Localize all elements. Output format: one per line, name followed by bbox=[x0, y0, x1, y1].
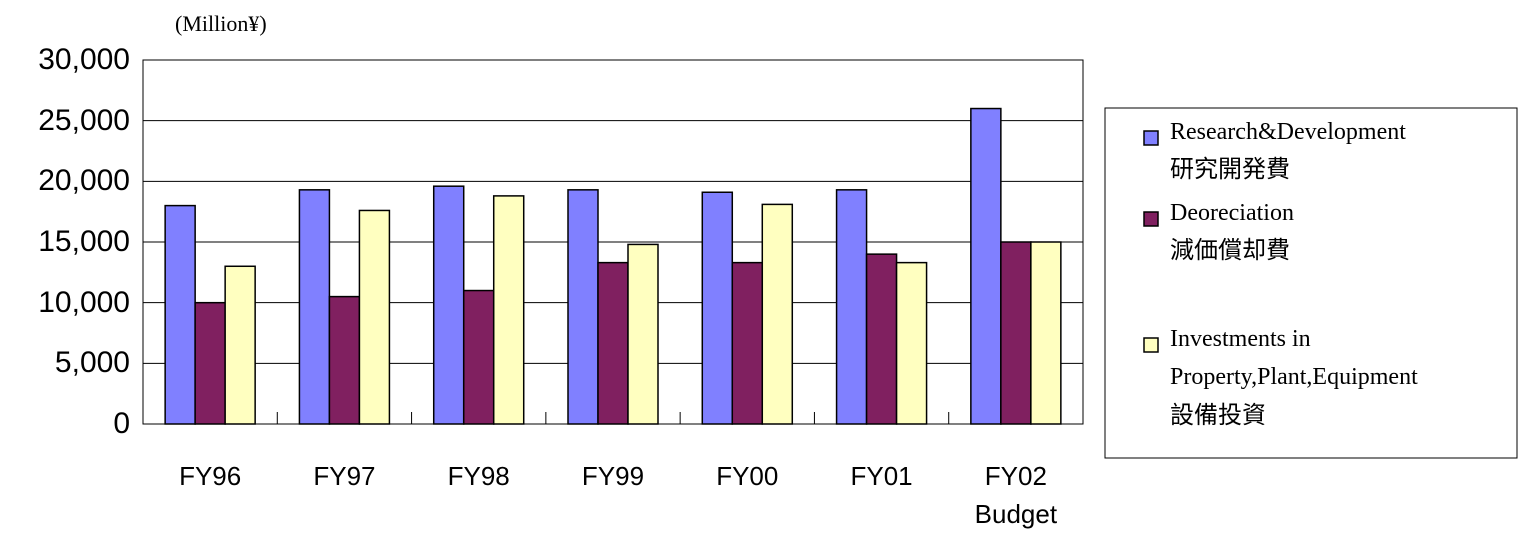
legend-label: Research&Development 研究開発費 bbox=[1170, 119, 1406, 184]
y-tick-label: 15,000 bbox=[38, 225, 130, 258]
bar bbox=[835, 189, 868, 425]
legend-swatch bbox=[1143, 337, 1159, 353]
bar bbox=[328, 295, 361, 425]
bar bbox=[194, 301, 226, 425]
y-tick-label: 10,000 bbox=[38, 285, 130, 319]
bar bbox=[432, 185, 465, 425]
y-tick-label: 30,000 bbox=[38, 43, 130, 76]
bar bbox=[970, 107, 1002, 425]
bar bbox=[224, 265, 256, 425]
x-tick-label: FY98 bbox=[447, 461, 510, 491]
x-tick-label: FY99 bbox=[581, 461, 645, 491]
legend-label: Deoreciation 減価償却費 bbox=[1170, 200, 1294, 265]
y-axis-label: (Million¥) bbox=[175, 11, 267, 36]
x-tick-label: FY02 Budget bbox=[974, 461, 1058, 529]
bar bbox=[895, 261, 928, 425]
bar bbox=[701, 191, 734, 425]
y-tick-label: 25,000 bbox=[38, 103, 130, 137]
bar bbox=[1000, 241, 1032, 425]
y-tick-label: 5,000 bbox=[54, 346, 130, 380]
legend-swatch bbox=[1143, 130, 1159, 146]
y-tick-label: 20,000 bbox=[38, 164, 130, 198]
bar bbox=[462, 289, 495, 425]
x-tick-label: FY00 bbox=[716, 461, 779, 491]
y-tick-label: 0 bbox=[113, 407, 130, 440]
bar bbox=[358, 209, 391, 425]
x-tick-label: FY97 bbox=[313, 461, 376, 491]
legend-label: Investments in Property,Plant,Equipment … bbox=[1170, 326, 1418, 429]
bar bbox=[567, 189, 599, 425]
bar bbox=[731, 261, 764, 425]
x-tick-label: FY96 bbox=[179, 461, 242, 491]
bar bbox=[164, 204, 196, 425]
bar bbox=[865, 253, 898, 425]
bar bbox=[597, 261, 629, 425]
legend-swatch bbox=[1143, 211, 1159, 227]
bar bbox=[627, 243, 659, 425]
bar bbox=[298, 189, 331, 425]
bar bbox=[492, 195, 525, 425]
bar bbox=[761, 203, 794, 425]
x-tick-label: FY01 bbox=[850, 461, 913, 491]
legend-box bbox=[1104, 107, 1518, 459]
bar bbox=[1030, 241, 1062, 425]
